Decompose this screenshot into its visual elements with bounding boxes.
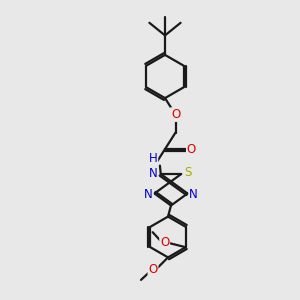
Text: O: O xyxy=(148,263,158,276)
Text: N: N xyxy=(189,188,198,202)
Text: O: O xyxy=(171,108,180,121)
Text: S: S xyxy=(184,166,191,179)
Text: H
N: H N xyxy=(148,152,158,180)
Text: N: N xyxy=(144,188,153,202)
Text: O: O xyxy=(160,236,169,249)
Text: O: O xyxy=(187,142,196,156)
